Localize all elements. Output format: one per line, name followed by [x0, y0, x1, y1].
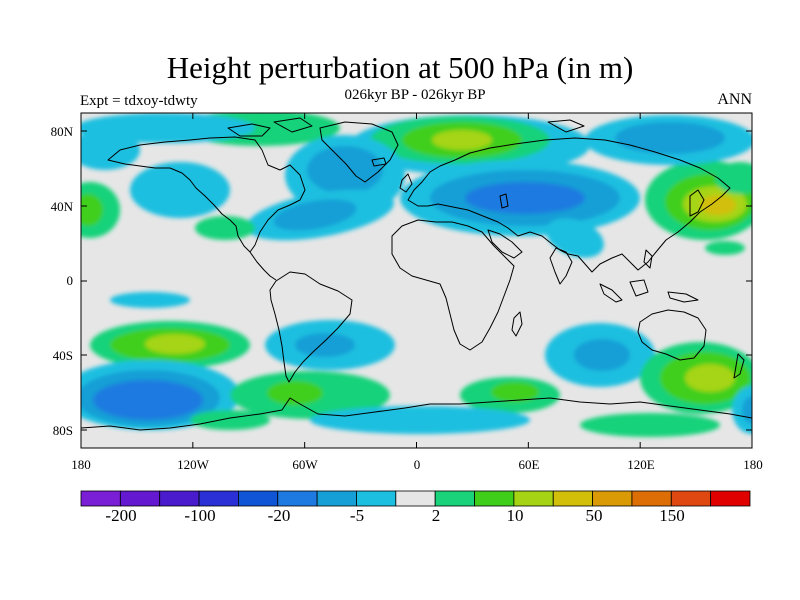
coast-iceland — [371, 157, 387, 167]
colorbar-box — [316, 490, 357, 507]
contour-region — [705, 241, 745, 255]
coast-antarctica — [81, 397, 752, 431]
contour-region — [715, 162, 752, 194]
lon-tick-label: 60W — [292, 457, 318, 472]
contour-region — [574, 339, 630, 371]
colorbar-box — [710, 490, 751, 507]
coast-arctic-islands — [227, 117, 585, 137]
colorbar-tick-label: 50 — [585, 506, 603, 525]
colorbar-box — [631, 490, 672, 507]
colorbar-tick-label: -100 — [184, 506, 216, 525]
colorbar-box — [474, 490, 515, 507]
contour-region — [130, 162, 230, 218]
coast-africa — [391, 219, 515, 351]
coast-madagascar — [511, 311, 523, 337]
lon-tick-label: 120W — [177, 457, 209, 472]
colorbar-box — [238, 490, 279, 507]
contour-region — [81, 194, 103, 226]
colorbar-box — [159, 490, 200, 507]
colorbar-tick-label: -5 — [349, 506, 365, 525]
height-field — [81, 113, 752, 448]
colorbar-box — [552, 490, 593, 507]
lat-tick-label: 0 — [66, 273, 74, 288]
coastlines — [81, 117, 752, 431]
contour-region — [195, 216, 255, 240]
contour-region — [267, 381, 323, 405]
contour-fill-regions — [81, 113, 752, 437]
lon-tick-label: 60E — [518, 457, 540, 472]
coast-caspian — [499, 193, 509, 209]
coast-britain — [399, 173, 413, 193]
colorbar-box — [119, 490, 161, 507]
contour-region — [295, 333, 355, 357]
contour-region — [81, 130, 140, 170]
coast-sumatra — [599, 283, 623, 303]
lon-tick-label: 180 — [71, 457, 91, 472]
coast-australia — [637, 309, 707, 361]
colorbar-box — [198, 490, 239, 507]
coast-south-america — [269, 271, 353, 383]
coast-eurasia — [407, 137, 731, 273]
contour-region — [307, 146, 383, 194]
map-title: Height perturbation at 500 hPa (in m) — [166, 50, 634, 85]
contour-region — [93, 380, 203, 420]
lat-tick-label: 40N — [50, 199, 73, 214]
colorbar-tick-label: 150 — [659, 506, 685, 525]
contour-region — [110, 292, 190, 308]
lat-tick-label: 40S — [52, 348, 73, 363]
season-label: ANN — [717, 91, 752, 108]
colorbar-box — [395, 490, 436, 507]
contour-region — [273, 199, 357, 231]
coast-india — [549, 247, 573, 285]
contour-region — [432, 130, 492, 150]
colorbar-tick-label: -200 — [105, 506, 137, 525]
contour-region — [145, 334, 205, 354]
contour-region — [546, 218, 604, 258]
coast-philippines — [643, 249, 653, 269]
coast-central-america — [249, 251, 277, 281]
colorbar-box — [434, 490, 475, 507]
lon-tick-label: 180 — [743, 457, 763, 472]
contour-region — [615, 122, 725, 154]
coast-japan — [689, 189, 705, 217]
map-subtitle: 026kyr BP - 026kyr BP — [344, 87, 486, 103]
lon-tick-label: 0 — [413, 457, 421, 472]
colorbar-tick-label: -20 — [267, 506, 291, 525]
contour-region — [580, 413, 720, 437]
coast-greenland — [319, 121, 399, 183]
contour-region — [491, 382, 539, 402]
lon-tick-label: 120E — [627, 457, 655, 472]
contour-region — [310, 406, 530, 434]
coast-new-guinea — [667, 291, 699, 303]
contour-region — [465, 182, 585, 214]
coast-borneo — [629, 279, 649, 297]
colorbar-tick-label: 10 — [506, 506, 524, 525]
colorbar-box — [80, 490, 121, 507]
coast-north-america — [107, 136, 306, 253]
colorbar-tick-label: 2 — [431, 506, 441, 525]
contour-region — [700, 195, 736, 215]
colorbar-box — [513, 490, 554, 507]
colorbar-box — [592, 490, 633, 507]
colorbar-box — [277, 490, 318, 507]
coast-arabia — [487, 229, 523, 259]
lat-tick-label: 80S — [52, 423, 73, 438]
contour-region — [685, 364, 735, 392]
axis-ticks — [80, 113, 753, 448]
contour-region — [190, 410, 270, 430]
colorbar-box — [670, 490, 712, 507]
experiment-label: Expt = tdxoy-tdwty — [80, 93, 198, 109]
coast-new-zealand — [733, 353, 745, 379]
colorbar — [80, 490, 751, 507]
colorbar-box — [356, 490, 397, 507]
lat-tick-label: 80N — [50, 124, 73, 139]
